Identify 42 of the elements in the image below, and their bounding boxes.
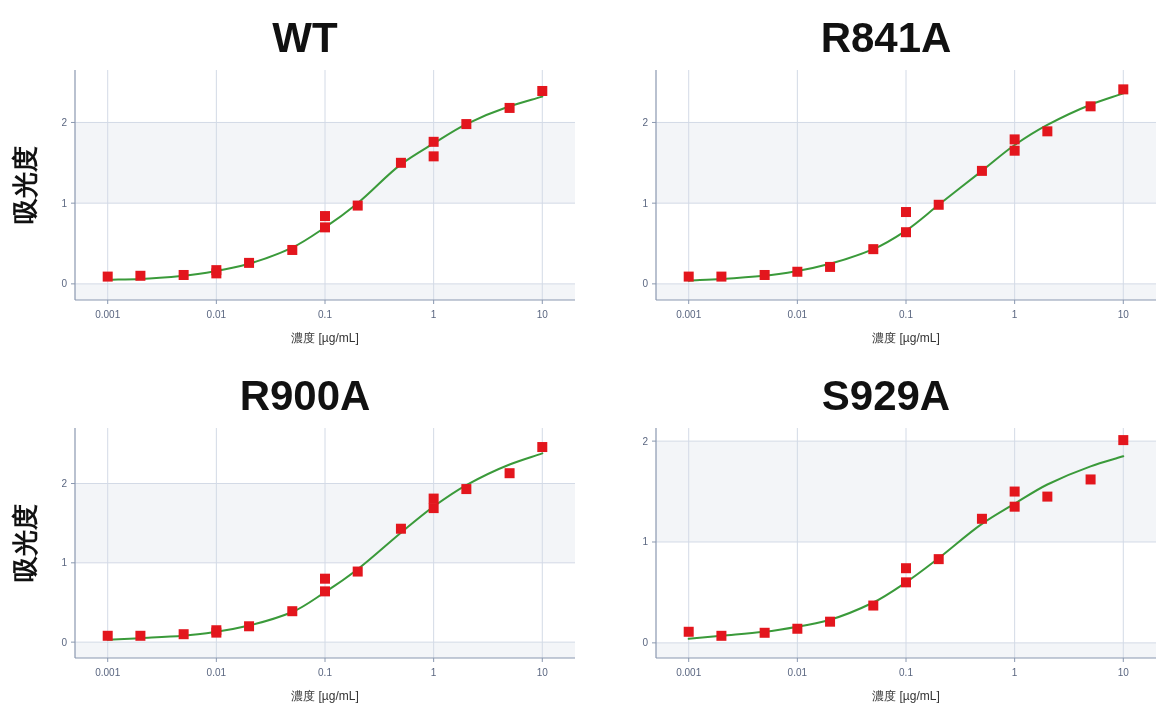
- chart-title: S929A: [821, 372, 951, 419]
- x-axis-title: 濃度 [µg/mL]: [872, 689, 940, 703]
- y-tick-label: 0: [642, 278, 649, 290]
- y-tick-label: 2: [61, 478, 68, 490]
- x-tick-label: 0.001: [95, 667, 121, 678]
- x-tick-label: 0.01: [787, 667, 808, 678]
- x-tick-label: 0.01: [206, 309, 227, 320]
- chart-title: R900A: [239, 372, 371, 419]
- x-tick-label: 0.1: [318, 667, 333, 678]
- x-tick-label: 10: [536, 667, 549, 678]
- y-tick-label: 0: [61, 636, 68, 648]
- x-tick-label: 1: [430, 309, 437, 320]
- x-tick-label: 0.001: [676, 667, 702, 678]
- chart-title: WT: [272, 14, 338, 61]
- y-tick-label: 2: [642, 435, 649, 447]
- x-tick-label: 1: [430, 667, 437, 678]
- y-tick-label: 2: [61, 116, 68, 128]
- y-tick-label: 1: [642, 536, 649, 548]
- y-tick-label: 1: [61, 557, 68, 569]
- x-tick-label: 10: [536, 309, 549, 320]
- x-tick-label: 1: [1011, 667, 1018, 678]
- x-axis-title: 濃度 [µg/mL]: [291, 331, 359, 345]
- x-tick-label: 0.001: [676, 309, 702, 320]
- x-tick-label: 1: [1011, 309, 1018, 320]
- x-tick-label: 0.1: [899, 667, 914, 678]
- chart-title: R841A: [820, 14, 952, 61]
- y-tick-label: 0: [61, 278, 68, 290]
- x-tick-label: 0.1: [899, 309, 914, 320]
- x-tick-label: 0.01: [787, 309, 808, 320]
- x-tick-label: 10: [1117, 667, 1130, 678]
- y-axis-title: 吸光度: [10, 146, 40, 224]
- x-axis-title: 濃度 [µg/mL]: [872, 331, 940, 345]
- y-tick-label: 1: [642, 197, 649, 209]
- x-tick-label: 10: [1117, 309, 1130, 320]
- y-tick-label: 1: [61, 197, 68, 209]
- x-tick-label: 0.01: [206, 667, 227, 678]
- x-tick-label: 0.1: [318, 309, 333, 320]
- x-axis-title: 濃度 [µg/mL]: [291, 689, 359, 703]
- y-tick-label: 0: [642, 637, 649, 649]
- y-axis-title: 吸光度: [10, 504, 40, 582]
- y-tick-label: 2: [642, 116, 649, 128]
- x-tick-label: 0.001: [95, 309, 121, 320]
